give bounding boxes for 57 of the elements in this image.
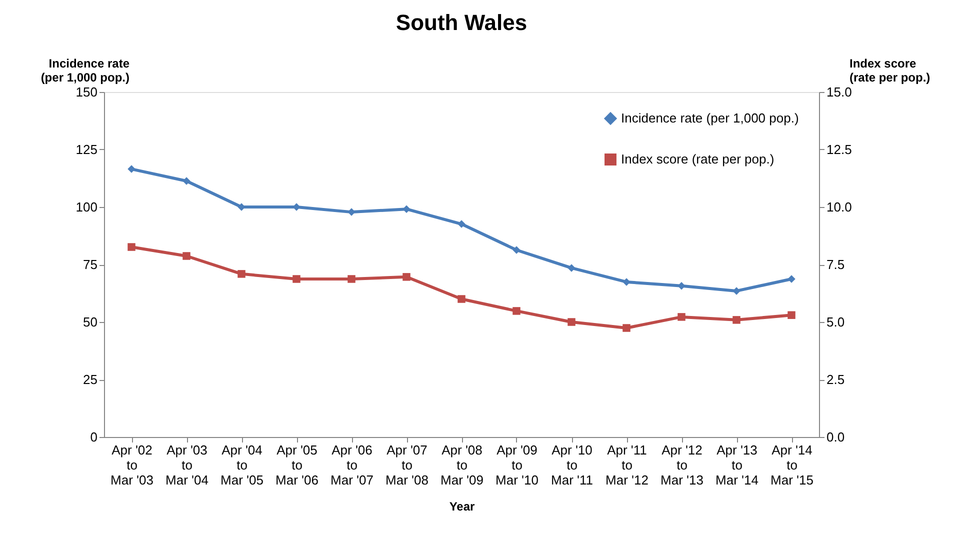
point <box>348 208 356 216</box>
point <box>568 264 576 272</box>
y2-tick-label: 15.0 <box>826 84 852 100</box>
y-tick-label: 50 <box>83 314 98 330</box>
point <box>292 275 300 283</box>
x-tick-label: Apr '10 to Mar '11 <box>551 442 593 488</box>
point <box>622 324 630 332</box>
x-axis-title: Year <box>449 500 476 514</box>
y2-tick-label: 10.0 <box>826 200 852 214</box>
x-tick-label: Apr '02 to Mar '03 <box>110 442 154 488</box>
point <box>402 273 410 281</box>
y2-tick-label: 2.5 <box>826 372 845 387</box>
y2-tick-label: 12.5 <box>826 142 852 157</box>
chart-title: South Wales <box>396 10 528 35</box>
x-tick-label: Apr '04 to Mar '05 <box>220 442 264 488</box>
y2-tick-label: 5.0 <box>826 314 845 330</box>
y-tick-label: 25 <box>83 372 98 387</box>
x-tick-label: Apr '11 to Mar '12 <box>606 442 648 488</box>
point <box>128 165 136 173</box>
legend-label: Incidence rate (per 1,000 pop.) <box>621 110 799 126</box>
point <box>788 275 796 283</box>
point <box>402 205 410 213</box>
point <box>732 287 740 295</box>
x-tick-label: Apr '14 to Mar '15 <box>770 442 814 488</box>
point <box>512 307 520 315</box>
point <box>732 316 740 324</box>
y-tick-label: 75 <box>83 257 98 272</box>
x-tick-label: Apr '12 to Mar '13 <box>660 442 704 488</box>
point <box>568 318 576 326</box>
y2-tick-label: 0.0 <box>826 430 845 444</box>
point <box>182 252 190 260</box>
point <box>678 282 686 290</box>
x-tick-label: Apr '05 to Mar '06 <box>276 442 318 488</box>
point <box>182 177 190 185</box>
point <box>458 295 466 303</box>
y-tick-label: 150 <box>76 84 98 100</box>
point <box>348 275 356 283</box>
point <box>512 246 520 254</box>
y-tick-label: 125 <box>76 142 98 157</box>
point <box>678 313 686 321</box>
y2-axis-title: Index score (rate per pop.) <box>850 56 930 84</box>
point <box>622 278 630 286</box>
y2-tick-label: 7.5 <box>826 257 845 272</box>
point <box>458 220 466 228</box>
y-tick-label: 0 <box>90 430 98 444</box>
x-tick-label: Apr '13 to Mar '14 <box>716 442 758 488</box>
x-tick-label: Apr '07 to Mar '08 <box>386 442 428 488</box>
x-tick-label: Apr '03 to Mar '04 <box>166 442 208 488</box>
point <box>788 311 796 319</box>
point <box>128 243 136 251</box>
x-tick-label: Apr '09 to Mar '10 <box>496 442 538 488</box>
y-tick-label: 100 <box>76 200 98 214</box>
point <box>238 270 246 278</box>
legend-label: Index score (rate per pop.) <box>621 152 774 166</box>
y-axis-title: Incidence rate (per 1,000 pop.) <box>40 56 130 84</box>
x-tick-label: Apr '06 to Mar '07 <box>330 442 374 488</box>
x-tick-label: Apr '08 to Mar '09 <box>440 442 484 488</box>
